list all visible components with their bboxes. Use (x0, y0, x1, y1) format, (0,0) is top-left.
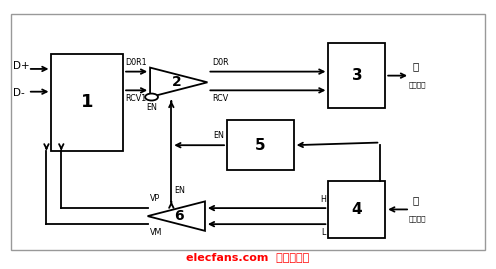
Text: D0R1: D0R1 (125, 58, 147, 67)
Text: EN: EN (214, 131, 225, 140)
Text: H: H (320, 195, 326, 204)
Text: 1: 1 (81, 93, 94, 111)
Text: D+: D+ (13, 61, 30, 71)
Polygon shape (150, 68, 207, 97)
Text: RCV1: RCV1 (125, 94, 147, 103)
Text: RCV: RCV (212, 94, 229, 103)
Bar (328, 43, 385, 108)
Text: D-: D- (13, 88, 25, 98)
Text: （发射）: （发射） (409, 82, 427, 88)
Text: VP: VP (150, 194, 160, 203)
Bar (10, 14, 486, 250)
Text: elecfans.com  电子发烧友: elecfans.com 电子发烧友 (186, 252, 310, 262)
Text: EN: EN (174, 186, 185, 195)
Bar (52, 54, 123, 151)
Polygon shape (148, 201, 205, 231)
Text: VM: VM (150, 228, 163, 237)
Text: L: L (321, 228, 326, 237)
Text: EN: EN (146, 103, 157, 112)
Text: 5: 5 (255, 138, 266, 153)
Bar (227, 121, 294, 170)
Text: 光: 光 (413, 61, 419, 71)
Text: （接收）: （接收） (409, 215, 427, 222)
Text: 光: 光 (413, 195, 419, 205)
Text: 2: 2 (172, 75, 181, 89)
Text: 6: 6 (174, 209, 184, 223)
Bar (328, 181, 385, 238)
Text: 4: 4 (352, 202, 362, 217)
Circle shape (145, 94, 158, 101)
Text: D0R: D0R (212, 58, 229, 67)
Text: 3: 3 (352, 68, 362, 83)
